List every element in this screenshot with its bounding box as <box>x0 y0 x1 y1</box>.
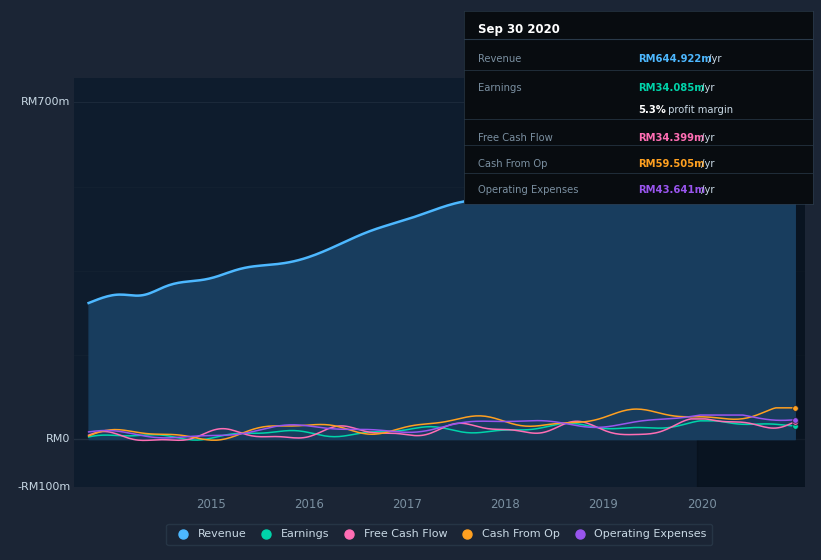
Text: Revenue: Revenue <box>478 54 521 64</box>
Text: Operating Expenses: Operating Expenses <box>478 185 578 195</box>
Text: /yr: /yr <box>698 133 714 143</box>
Text: RM43.641m: RM43.641m <box>639 185 705 195</box>
Text: Cash From Op: Cash From Op <box>478 159 548 169</box>
Text: RM644.922m: RM644.922m <box>639 54 712 64</box>
Text: RM700m: RM700m <box>21 97 71 108</box>
Text: RM59.505m: RM59.505m <box>639 159 705 169</box>
Text: Sep 30 2020: Sep 30 2020 <box>478 23 560 36</box>
Text: RM34.399m: RM34.399m <box>639 133 704 143</box>
Text: /yr: /yr <box>704 54 721 64</box>
Text: /yr: /yr <box>698 185 714 195</box>
Legend: Revenue, Earnings, Free Cash Flow, Cash From Op, Operating Expenses: Revenue, Earnings, Free Cash Flow, Cash … <box>167 524 712 545</box>
Bar <box>697 78 810 487</box>
Text: RM34.085m: RM34.085m <box>639 83 705 93</box>
Text: /yr: /yr <box>698 83 714 93</box>
Text: RM0: RM0 <box>46 434 71 444</box>
Text: Free Cash Flow: Free Cash Flow <box>478 133 553 143</box>
Text: -RM100m: -RM100m <box>17 482 71 492</box>
Text: Earnings: Earnings <box>478 83 521 93</box>
Text: profit margin: profit margin <box>665 105 733 115</box>
Text: /yr: /yr <box>698 159 714 169</box>
Text: 5.3%: 5.3% <box>639 105 666 115</box>
